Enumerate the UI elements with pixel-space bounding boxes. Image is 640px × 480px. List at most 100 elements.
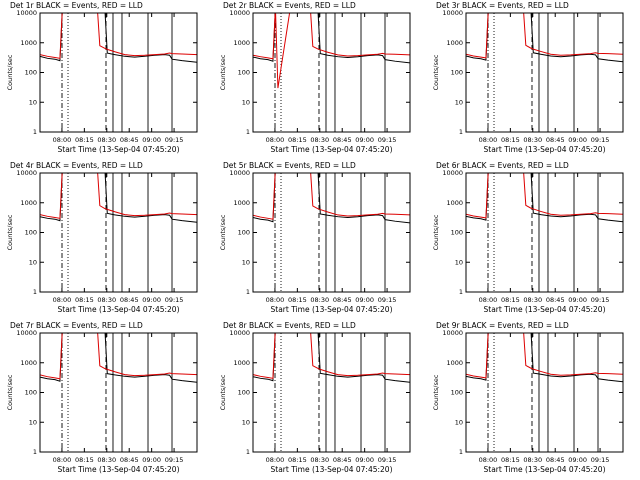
chart-title: Det 5r BLACK = Events, RED = LLD <box>223 161 356 170</box>
y-tick-label: 1000 <box>20 199 37 207</box>
y-tick-label: 10 <box>242 258 250 266</box>
y-tick-label: 10 <box>455 98 463 106</box>
x-tick-label: 09:00 <box>355 296 374 304</box>
y-tick-label: 1 <box>33 448 37 456</box>
x-tick-label: 09:15 <box>591 136 610 144</box>
y-tick-label: 10 <box>29 98 37 106</box>
x-tick-label: 08:00 <box>479 296 498 304</box>
series-line <box>40 333 197 380</box>
x-tick-label: 08:15 <box>288 296 307 304</box>
y-tick-label: 100 <box>238 389 250 397</box>
x-axis-label: Start Time (13-Sep-04 07:45:20) <box>271 145 393 154</box>
y-tick-label: 10 <box>455 418 463 426</box>
x-tick-label: 08:45 <box>546 456 565 464</box>
y-tick-label: 1 <box>459 128 463 136</box>
x-tick-label: 08:45 <box>546 136 565 144</box>
chart-title: Det 8r BLACK = Events, RED = LLD <box>223 321 356 330</box>
x-tick-label: 08:15 <box>75 456 94 464</box>
plot-frame <box>252 12 411 133</box>
y-tick-label: 100 <box>238 229 250 237</box>
y-tick-label: 100 <box>238 69 250 77</box>
x-tick-label: 08:45 <box>333 136 352 144</box>
x-tick-label: 08:30 <box>310 296 329 304</box>
x-tick-label: 08:15 <box>501 456 520 464</box>
x-tick-label: 09:00 <box>568 136 587 144</box>
y-tick-label: 1000 <box>20 39 37 47</box>
x-tick-label: 08:45 <box>120 296 139 304</box>
y-tick-label: 10000 <box>442 329 463 337</box>
series-line <box>466 173 623 219</box>
y-axis-label: Counts/sec <box>432 214 440 250</box>
y-axis-label: Counts/sec <box>432 374 440 410</box>
series-line <box>253 13 410 89</box>
x-tick-label: 08:15 <box>288 136 307 144</box>
y-tick-label: 10 <box>242 98 250 106</box>
y-tick-label: 1 <box>33 288 37 296</box>
chart-title: Det 2r BLACK = Events, RED = LLD <box>223 1 356 10</box>
series-line <box>253 333 410 379</box>
x-tick-label: 08:00 <box>266 136 285 144</box>
panel: Det 9r BLACK = Events, RED = LLD Counts/s… <box>432 321 624 474</box>
y-tick-label: 1000 <box>233 39 250 47</box>
x-tick-label: 09:15 <box>378 456 397 464</box>
chart-title: Det 6r BLACK = Events, RED = LLD <box>436 161 569 170</box>
plot-frame <box>465 12 624 133</box>
x-tick-label: 08:45 <box>120 136 139 144</box>
y-tick-label: 10000 <box>229 9 250 17</box>
y-axis-label: Counts/sec <box>219 214 227 250</box>
y-tick-label: 1000 <box>233 199 250 207</box>
y-tick-label: 10 <box>455 258 463 266</box>
plot-frame <box>465 332 624 453</box>
panel: Det 1r BLACK = Events, RED = LLD Counts/s… <box>6 1 198 154</box>
y-tick-label: 100 <box>451 229 463 237</box>
y-tick-label: 1000 <box>446 39 463 47</box>
x-tick-label: 08:30 <box>97 136 116 144</box>
chart-title: Det 9r BLACK = Events, RED = LLD <box>436 321 569 330</box>
x-tick-label: 09:00 <box>568 296 587 304</box>
x-tick-label: 09:00 <box>355 136 374 144</box>
x-tick-label: 08:30 <box>523 136 542 144</box>
y-tick-label: 1000 <box>446 199 463 207</box>
x-tick-label: 08:15 <box>75 296 94 304</box>
y-axis-label: Counts/sec <box>6 214 14 250</box>
x-tick-label: 08:00 <box>266 456 285 464</box>
y-tick-label: 10000 <box>16 169 37 177</box>
x-tick-label: 09:15 <box>591 456 610 464</box>
x-axis-label: Start Time (13-Sep-04 07:45:20) <box>484 465 606 474</box>
x-axis-label: Start Time (13-Sep-04 07:45:20) <box>58 305 180 314</box>
y-tick-label: 1 <box>246 128 250 136</box>
series-line <box>466 13 623 59</box>
y-axis-label: Counts/sec <box>432 54 440 90</box>
x-tick-label: 08:00 <box>53 456 72 464</box>
chart-title: Det 7r BLACK = Events, RED = LLD <box>10 321 143 330</box>
series-line <box>466 333 623 379</box>
x-tick-label: 09:15 <box>165 136 184 144</box>
panel: Det 3r BLACK = Events, RED = LLD Counts/s… <box>432 1 624 154</box>
plot-frame <box>39 12 198 133</box>
x-tick-label: 08:00 <box>266 296 285 304</box>
x-tick-label: 08:30 <box>97 456 116 464</box>
chart-title: Det 1r BLACK = Events, RED = LLD <box>10 1 143 10</box>
x-tick-label: 08:00 <box>479 136 498 144</box>
x-axis-label: Start Time (13-Sep-04 07:45:20) <box>484 305 606 314</box>
y-tick-label: 10 <box>29 258 37 266</box>
x-tick-label: 08:30 <box>310 136 329 144</box>
y-tick-label: 10000 <box>442 169 463 177</box>
x-tick-label: 09:00 <box>142 456 161 464</box>
x-tick-label: 08:45 <box>333 296 352 304</box>
y-tick-label: 10000 <box>229 169 250 177</box>
x-tick-label: 09:15 <box>165 456 184 464</box>
series-line <box>253 173 410 220</box>
y-tick-label: 100 <box>25 229 37 237</box>
chart-title: Det 4r BLACK = Events, RED = LLD <box>10 161 143 170</box>
panel: Det 6r BLACK = Events, RED = LLD Counts/s… <box>432 161 624 314</box>
x-tick-label: 08:15 <box>501 136 520 144</box>
chart-title: Det 3r BLACK = Events, RED = LLD <box>436 1 569 10</box>
y-tick-label: 10000 <box>442 9 463 17</box>
x-tick-label: 09:00 <box>142 136 161 144</box>
y-tick-label: 100 <box>451 69 463 77</box>
x-tick-label: 08:00 <box>53 136 72 144</box>
y-tick-label: 10000 <box>229 329 250 337</box>
plot-frame <box>252 172 411 293</box>
panel: Det 7r BLACK = Events, RED = LLD Counts/s… <box>6 321 198 474</box>
